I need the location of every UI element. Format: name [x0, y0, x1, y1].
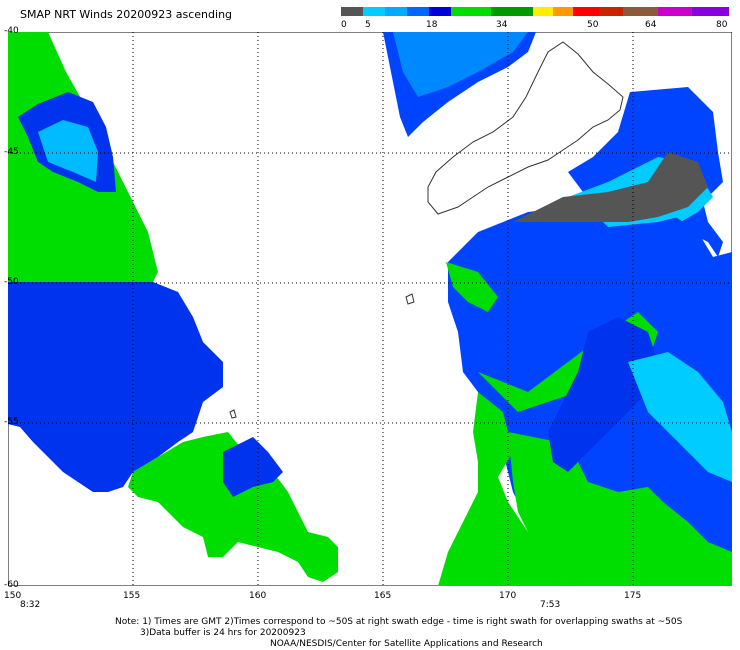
colorbar-label: 34	[496, 20, 508, 30]
colorbar-label: 80	[716, 20, 728, 30]
wind-region-strong	[438, 392, 568, 586]
land-island	[405, 293, 415, 305]
wind-speed-colorbar	[341, 7, 729, 16]
lon-label: 175	[624, 591, 642, 601]
wind-region-strong	[446, 262, 498, 312]
colorbar-segment	[692, 7, 729, 16]
colorbar-segment	[407, 7, 429, 16]
colorbar-label: 64	[645, 20, 657, 30]
wind-region-light	[628, 352, 732, 482]
wind-map	[8, 32, 732, 586]
wind-region-light	[38, 120, 98, 182]
colorbar-segment	[491, 7, 533, 16]
note-line-3: NOAA/NESDIS/Center for Satellite Applica…	[270, 639, 543, 649]
wind-region-moderate	[8, 282, 223, 492]
lon-label: 165	[374, 591, 392, 601]
colorbar-segment	[573, 7, 599, 16]
wind-region-strong	[128, 432, 338, 582]
land-island	[229, 409, 237, 419]
colorbar-segment	[658, 7, 692, 16]
lon-label: 160	[249, 591, 267, 601]
colorbar-segment	[533, 7, 553, 16]
lat-label: -50	[4, 277, 19, 287]
lat-label: -55	[4, 417, 19, 427]
colorbar-label: 0	[341, 20, 347, 30]
lon-label: 150	[4, 591, 22, 601]
swath-time: 7:53	[540, 600, 561, 610]
note-line-2: 3)Data buffer is 24 hrs for 20200923	[140, 628, 306, 638]
lon-label: 155	[123, 591, 141, 601]
colorbar-segment	[599, 7, 623, 16]
colorbar-segment	[385, 7, 407, 16]
swath-time: 8:32	[20, 600, 41, 610]
colorbar-label: 50	[587, 20, 599, 30]
wind-region-moderate	[548, 317, 658, 472]
colorbar-segment	[451, 7, 491, 16]
colorbar-label: 18	[426, 20, 438, 30]
wind-region-moderate	[223, 437, 283, 497]
right-swath	[438, 87, 732, 586]
note-line-1: Note: 1) Times are GMT 2)Times correspon…	[115, 617, 683, 627]
lon-label: 170	[499, 591, 517, 601]
lat-label: -40	[4, 26, 19, 36]
colorbar-segment	[553, 7, 573, 16]
colorbar-segment	[429, 7, 451, 16]
wind-region-strong	[508, 432, 732, 586]
wind-region-calm	[513, 152, 708, 222]
colorbar-segment	[623, 7, 658, 16]
colorbar-segment	[363, 7, 385, 16]
map-title: SMAP NRT Winds 20200923 ascending	[20, 8, 233, 21]
left-swath	[8, 32, 338, 582]
colorbar-label: 5	[365, 20, 371, 30]
graticule	[8, 32, 732, 586]
colorbar-segment	[341, 7, 363, 16]
land-south-island	[427, 41, 624, 215]
lat-label: -60	[4, 580, 19, 590]
lat-label: -45	[4, 147, 19, 157]
wind-region-light	[393, 32, 528, 97]
